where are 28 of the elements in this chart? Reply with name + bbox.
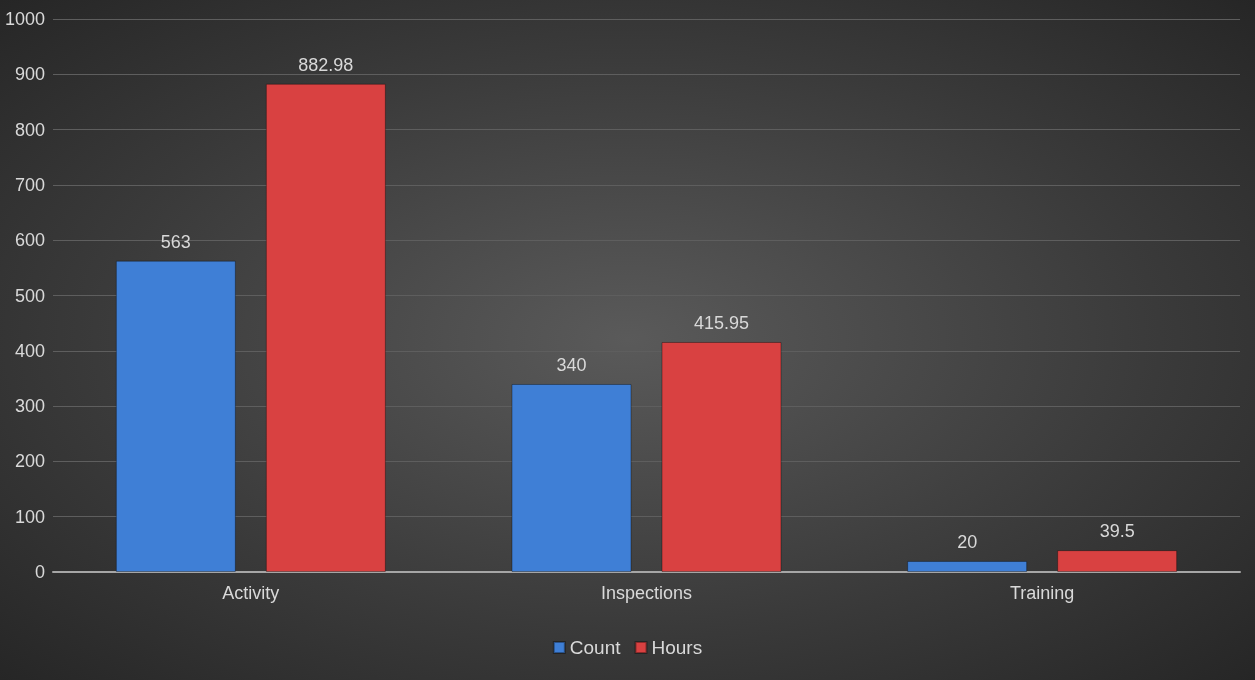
y-tick-label: 700 [14, 174, 45, 195]
x-tick-label: Inspections [600, 583, 693, 603]
bar [1057, 550, 1178, 572]
data-label: 882.98 [298, 54, 354, 75]
y-tick-label: 300 [14, 396, 45, 417]
x-tick-label: Activity [222, 583, 280, 603]
bar [907, 560, 1028, 572]
y-tick-label: 900 [14, 64, 45, 85]
bar [511, 383, 632, 572]
data-label: 20 [957, 531, 978, 552]
y-tick-label: 800 [14, 119, 45, 140]
y-tick-label: 500 [14, 285, 45, 306]
y-tick-label: 200 [14, 451, 45, 472]
legend-label: Count [569, 637, 622, 658]
bar [115, 260, 236, 572]
data-label: 340 [556, 354, 587, 375]
y-tick-label: 100 [14, 506, 45, 527]
x-tick-label: Training [1009, 583, 1075, 603]
data-label: 39.5 [1099, 521, 1135, 542]
legend-label: Hours [651, 637, 703, 658]
y-tick-label: 1000 [4, 9, 45, 29]
bar [265, 83, 386, 572]
data-label: 415.95 [693, 312, 750, 333]
data-label: 563 [160, 231, 191, 252]
bar [661, 341, 782, 572]
y-tick-label: 0 [34, 562, 45, 582]
y-tick-label: 400 [14, 340, 45, 361]
y-tick-label: 600 [14, 230, 45, 251]
